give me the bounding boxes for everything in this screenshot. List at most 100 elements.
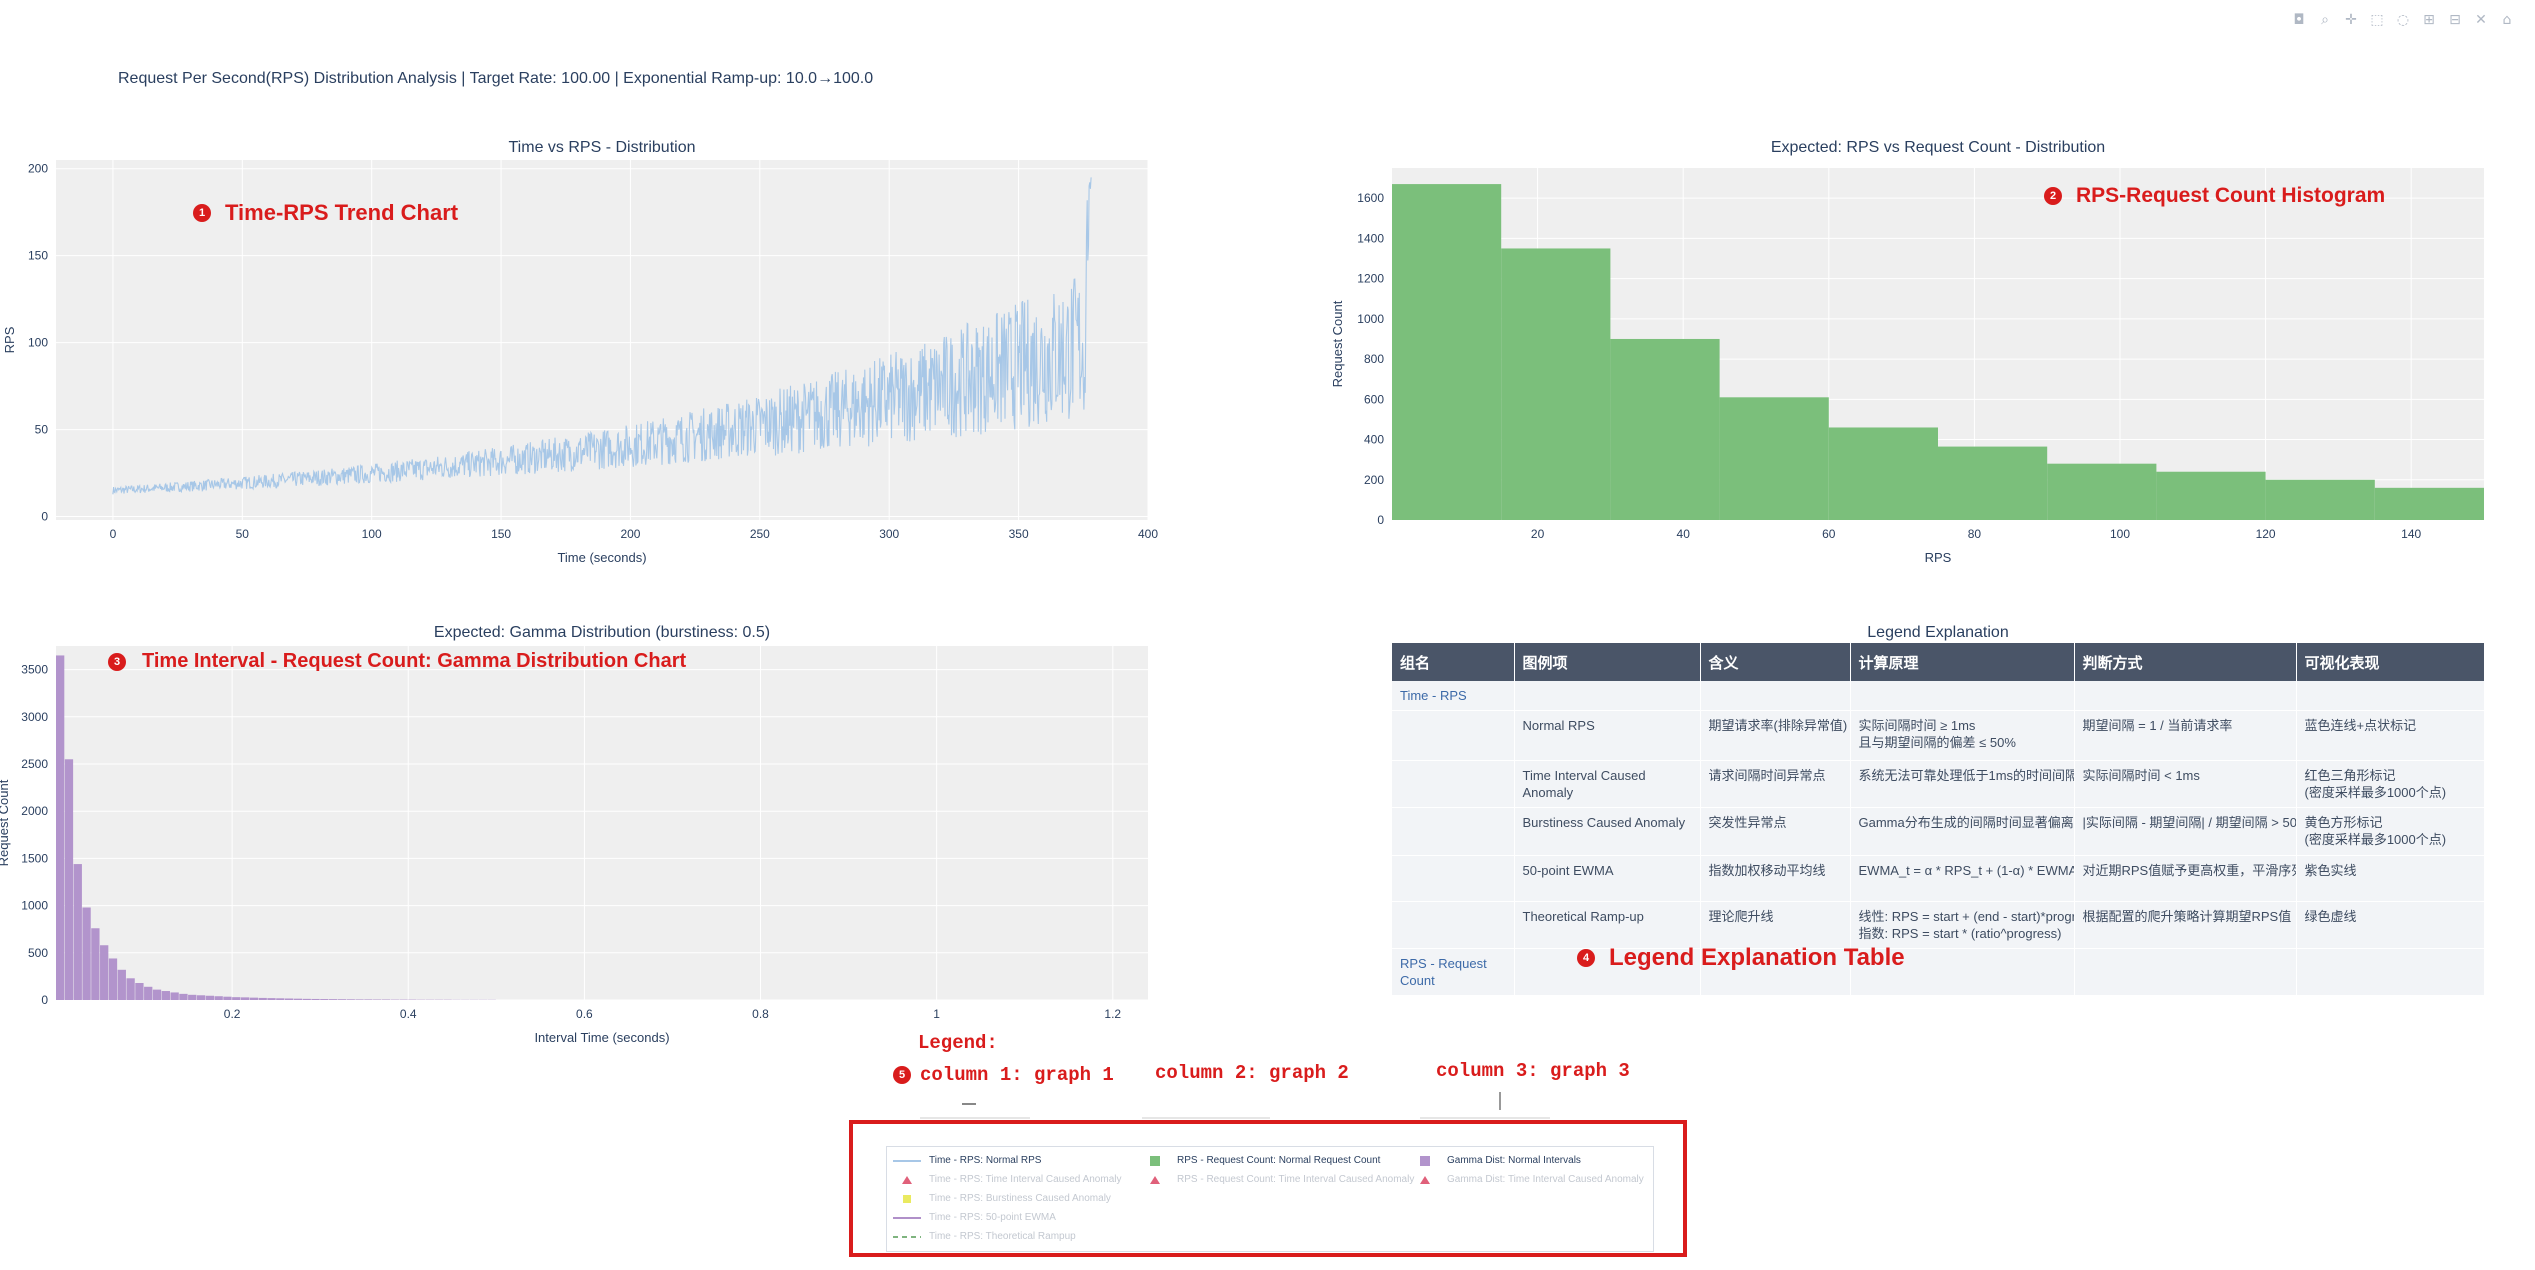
legend-label: Time - RPS: 50-point EWMA: [929, 1212, 1056, 1223]
histogram-bar: [2374, 487, 2484, 520]
table-row: Normal RPS 期望请求率(排除异常值) 实际间隔时间 ≥ 1ms 且与期望间…: [1392, 710, 2484, 761]
modebar: ◘ ⌕ ✛ ⬚ ◌ ⊞ ⊟ ✕ ⌂: [2291, 12, 2515, 28]
histogram-bar: [135, 983, 144, 1000]
x-tick-label: 0: [110, 527, 117, 541]
autoscale-icon[interactable]: ✕: [2475, 12, 2487, 28]
table-header: 判断方式: [2074, 643, 2297, 681]
histogram-bar: [1828, 427, 1938, 520]
histogram-bar: [152, 989, 162, 1000]
x-tick-label: 400: [1138, 527, 1158, 541]
histogram-bar: [258, 997, 267, 1000]
x-tick-label: 40: [1677, 527, 1691, 541]
histogram-bar: [205, 995, 215, 1000]
y-tick-label: 0: [1377, 513, 1384, 527]
table-cell-group: Time - RPS: [1392, 681, 1515, 711]
pan-icon[interactable]: ✛: [2345, 12, 2357, 28]
table-cell-visual: 红色三角形标记 (密度采样最多1000个点): [2296, 760, 2484, 808]
histogram-bar: [117, 969, 126, 1000]
histogram-bar: [126, 978, 135, 1000]
table-cell-meaning: 期望请求率(排除异常值): [1700, 710, 1851, 761]
table-cell-meaning: [1700, 948, 1851, 996]
table-cell-item: [1514, 681, 1701, 711]
y-tick-label: 1000: [1357, 312, 1384, 326]
x-axis-label: Time (seconds): [557, 550, 646, 565]
y-tick-label: 1500: [21, 851, 48, 865]
table-cell-calc: [1850, 681, 2075, 711]
y-tick-label: 400: [1364, 433, 1384, 447]
table-cell-visual: 黄色方形标记 (密度采样最多1000个点): [2296, 807, 2484, 856]
table-cell-item: [1514, 948, 1701, 996]
table-cell-group: [1392, 807, 1515, 856]
zoom-icon[interactable]: ⌕: [2321, 12, 2329, 28]
box-select-icon[interactable]: ⬚: [2370, 12, 2384, 28]
reset-icon[interactable]: ⌂: [2502, 12, 2512, 28]
y-tick-label: 1400: [1357, 231, 1384, 245]
legend-label: Time - RPS: Normal RPS: [929, 1155, 1042, 1166]
table-cell-visual: [2296, 948, 2484, 996]
histogram-bar: [2156, 471, 2266, 520]
bar-swatch-icon: [1420, 1155, 1430, 1166]
y-tick-label: 1600: [1357, 191, 1384, 205]
x-tick-label: 80: [1968, 527, 1982, 541]
annotation-2: 2 RPS-Request Count Histogram: [2044, 184, 2385, 208]
histogram-bar: [144, 986, 153, 1000]
annotation-text: Time Interval - Request Count: Gamma Dis…: [142, 650, 687, 672]
zoom-in-icon[interactable]: ⊞: [2423, 12, 2435, 28]
legend-item-gamma-anomaly[interactable]: Gamma Dist: Time Interval Caused Anomaly: [1411, 1174, 1644, 1185]
table-cell-judge: 对近期RPS值赋予更高权重，平滑序列: [2074, 855, 2297, 902]
table-cell-judge: 根据配置的爬升策略计算期望RPS值: [2074, 901, 2297, 949]
x-tick-label: 50: [236, 527, 250, 541]
table-cell-judge: 实际间隔时间 < 1ms: [2074, 760, 2297, 808]
y-axis-label: Request Count: [1330, 300, 1345, 387]
x-tick-label: 0.4: [400, 1007, 417, 1021]
table-cell-visual: [2296, 681, 2484, 711]
lasso-icon[interactable]: ◌: [2396, 12, 2410, 28]
histogram-bar: [100, 945, 109, 1000]
legend-table-container: 组名 图例项 含义 计算原理 判断方式 可视化表现 Time - RPS Norm…: [1392, 643, 2484, 998]
legend-item-gamma-normal[interactable]: Gamma Dist: Normal Intervals: [1411, 1155, 1581, 1166]
chart-gamma-histogram: 0 500 1000 1500 2000 2500 3000 3500 0.2 0.4 0.6 0.8…: [0, 646, 1148, 1045]
table-cell-judge: 期望间隔 = 1 / 当前请求率: [2074, 710, 2297, 761]
histogram-bar: [232, 997, 241, 1000]
legend-item-burstiness-anomaly[interactable]: Time - RPS: Burstiness Caused Anomaly: [893, 1193, 1111, 1204]
histogram-bar: [302, 998, 311, 1000]
line-swatch-icon: [893, 1159, 921, 1162]
table-cell-group: [1392, 855, 1515, 902]
annotation-1: 1 Time-RPS Trend Chart: [193, 200, 458, 226]
legend-label: RPS - Request Count: Time Interval Cause…: [1177, 1174, 1415, 1185]
x-tick-label: 0.8: [752, 1007, 769, 1021]
y-axis-label: Request Count: [0, 779, 11, 866]
histogram-bar: [188, 994, 197, 1000]
legend-item-normal-rps[interactable]: Time - RPS: Normal RPS: [893, 1155, 1041, 1166]
legend-item-normal-request-count[interactable]: RPS - Request Count: Normal Request Coun…: [1141, 1155, 1380, 1166]
histogram-bar: [64, 759, 74, 1000]
histogram-bar: [2265, 479, 2375, 520]
table-row: Burstiness Caused Anomaly 突发性异常点 Gamma分布生成…: [1392, 807, 2484, 856]
zoom-out-icon[interactable]: ⊟: [2449, 12, 2461, 28]
y-tick-label: 0: [41, 510, 48, 524]
table-title: Legend Explanation: [1867, 624, 2009, 641]
histogram-bar: [196, 995, 206, 1000]
histogram-bar: [73, 864, 82, 1000]
line-swatch-icon: [893, 1216, 921, 1219]
table-cell-calc: EWMA_t = α * RPS_t + (1-α) * EWMA_{t-1}: [1850, 855, 2075, 902]
legend-label: Gamma Dist: Time Interval Caused Anomaly: [1447, 1174, 1644, 1185]
bar-swatch-icon: [1150, 1155, 1160, 1166]
x-tick-label: 200: [620, 527, 640, 541]
y-tick-label: 100: [28, 336, 48, 350]
y-tick-label: 3000: [21, 710, 48, 724]
legend-item-ewma[interactable]: Time - RPS: 50-point EWMA: [893, 1212, 1056, 1223]
legend-item-request-count-anomaly[interactable]: RPS - Request Count: Time Interval Cause…: [1141, 1174, 1414, 1185]
annotation-column-3: column 3: graph 3: [1436, 1060, 1630, 1082]
square-marker-icon: [903, 1194, 911, 1203]
triangle-marker-icon: [902, 1175, 912, 1184]
table-cell-visual: 绿色虚线: [2296, 901, 2484, 949]
chart-rps-histogram: 0 200 400 600 800 1000 1200 1400 1600 20 40 60 80 100…: [1330, 168, 2484, 565]
table-cell-meaning: 指数加权移动平均线: [1700, 855, 1851, 902]
table-cell-item: 50-point EWMA: [1514, 855, 1701, 902]
legend-item-time-interval-anomaly[interactable]: Time - RPS: Time Interval Caused Anomaly: [893, 1174, 1121, 1185]
legend-item-theoretical-rampup[interactable]: Time - RPS: Theoretical Rampup: [893, 1231, 1076, 1242]
table-cell-item: Normal RPS: [1514, 710, 1701, 761]
y-tick-label: 2500: [21, 757, 48, 771]
camera-icon[interactable]: ◘: [2293, 12, 2305, 28]
